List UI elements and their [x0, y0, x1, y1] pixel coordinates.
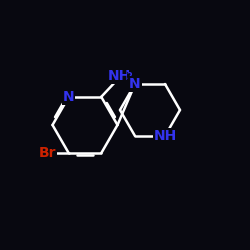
Text: 2: 2	[126, 72, 132, 81]
Text: NH: NH	[108, 69, 131, 83]
Text: N: N	[129, 77, 141, 91]
Text: NH: NH	[154, 129, 176, 143]
Text: Br: Br	[39, 146, 56, 160]
Text: N: N	[63, 90, 74, 104]
